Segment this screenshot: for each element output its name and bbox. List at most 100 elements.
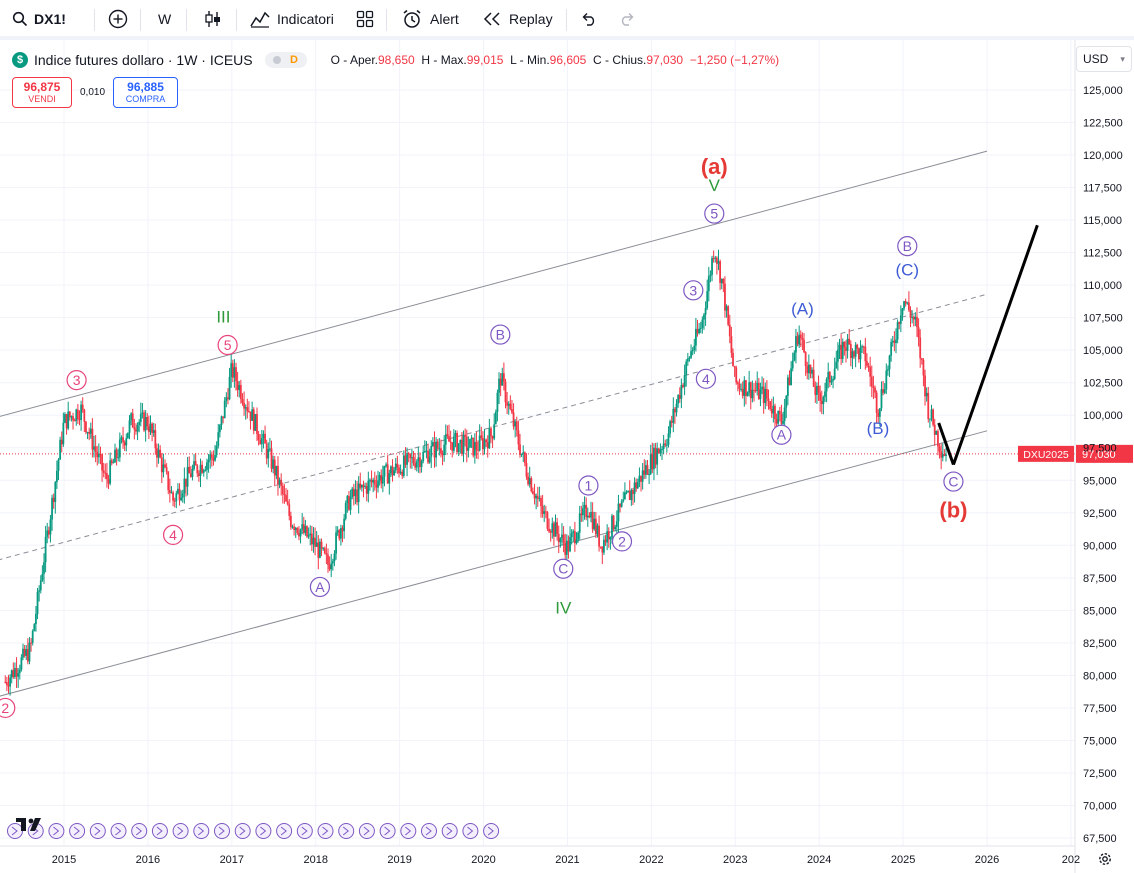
candle-body (861, 346, 864, 348)
price-axis[interactable]: 67,500 70,000 72,500 75,000 77,500 80,000 82,5… (1083, 85, 1123, 845)
wave-circle (217, 334, 238, 356)
buy-button[interactable]: 96,885 COMPRA (113, 77, 179, 108)
candle-body (628, 490, 631, 501)
candle-body (598, 525, 600, 547)
candle-body (499, 378, 502, 386)
event-marker-icon (462, 823, 479, 839)
candle-body (851, 351, 854, 359)
candle-body (30, 642, 32, 644)
candle-body (903, 301, 905, 309)
candle-body (624, 492, 626, 500)
y-tick-label: 95,000 (1083, 475, 1117, 487)
candle-body (444, 434, 447, 445)
open-value: 98,650 (378, 53, 415, 67)
wave-label: (A) (791, 300, 814, 319)
channel-line (0, 430, 988, 697)
candle-body (580, 513, 583, 516)
undo-icon (582, 13, 595, 26)
wave-annotations: 2 3 4 5 III A B C IV 1 2 3 4 5 V(a) (A) A (B) B (C) C (b) (0, 154, 967, 719)
candle-body (557, 533, 560, 543)
candle-body (373, 479, 376, 485)
candle-body (486, 442, 489, 449)
candle-body (357, 483, 360, 503)
y-tick-label: 115,000 (1083, 215, 1122, 227)
candle-body (693, 345, 696, 351)
candle-body (657, 448, 660, 454)
candle-body (690, 351, 692, 358)
candle-body (380, 475, 383, 484)
candle-body (477, 449, 479, 451)
legend-title[interactable]: Indice futures dollaro · 1W · ICEUS (34, 52, 253, 68)
candle-body (422, 451, 425, 462)
candle-body (244, 407, 247, 409)
candle-body (775, 419, 778, 424)
candle-body (670, 421, 673, 423)
candle-body (912, 316, 915, 320)
candle-body (22, 648, 24, 658)
candle-body (70, 416, 73, 418)
time-axis[interactable]: 2015 2016 2017 2018 2019 2020 2021 2022 2023 2024… (52, 854, 1080, 866)
redo-button[interactable] (618, 0, 636, 38)
candle-body (191, 469, 194, 477)
candle-body (49, 519, 52, 535)
event-marker-icon (110, 823, 127, 839)
candle-body (352, 488, 355, 497)
candle-body (404, 455, 407, 465)
candle-body (933, 424, 936, 435)
candle-body (264, 433, 266, 444)
alert-button[interactable]: Alert (402, 0, 459, 38)
y-tick-label: 82,500 (1083, 638, 1117, 650)
event-markers (7, 823, 500, 839)
candle-body (930, 409, 933, 419)
candle-body (825, 379, 828, 392)
interval-button[interactable]: W (158, 0, 171, 38)
candle-body (627, 490, 630, 493)
candle-body (817, 385, 820, 393)
candle-body (136, 424, 139, 432)
bar-style-button[interactable] (204, 0, 222, 38)
event-marker-icon (7, 823, 23, 839)
candle-body (937, 431, 939, 447)
candle-body (762, 386, 765, 404)
candle-body (904, 301, 907, 304)
event-marker-icon (421, 823, 437, 839)
templates-icon (356, 10, 374, 28)
templates-button[interactable] (356, 0, 374, 38)
low-label: L - Min. (510, 53, 550, 67)
candle-body (603, 539, 605, 553)
candle-body (235, 367, 237, 382)
candle-body (401, 471, 404, 476)
candle-body (594, 518, 597, 535)
wave-circle (0, 697, 16, 719)
candle-body (816, 385, 818, 395)
candle-body (367, 480, 370, 494)
wave-label: A (315, 579, 325, 595)
price-chart[interactable]: DXU2025 97,030 2 3 4 5 III A B C IV 1 2 3 4 5 V(a) (A) A (… (0, 40, 1134, 873)
symbol-search[interactable]: DX1! (12, 0, 66, 38)
candle-body (88, 432, 91, 434)
event-arrow-icon (260, 826, 267, 836)
market-status[interactable]: D (264, 52, 307, 68)
undo-button[interactable] (580, 0, 598, 38)
indicators-button[interactable]: Indicatori (250, 0, 334, 38)
candle-body (940, 451, 943, 458)
high-label: H - Max. (421, 53, 467, 67)
candle-body (928, 418, 931, 420)
candle-body (146, 417, 149, 427)
candle-body (120, 437, 123, 440)
candle-body (848, 338, 851, 345)
compare-button[interactable] (108, 0, 128, 38)
replay-button[interactable]: Replay (483, 0, 553, 38)
candle-body (188, 466, 191, 474)
add-symbol-icon (108, 9, 128, 29)
candle-body (281, 486, 284, 494)
candle-body (335, 532, 337, 554)
candle-body (483, 439, 486, 450)
settings-gear-icon[interactable] (1097, 851, 1113, 867)
sell-button[interactable]: 96,875 VENDI (12, 77, 72, 108)
currency-selector[interactable]: USD ▾ (1076, 46, 1132, 72)
candle-body (522, 452, 525, 454)
candle-body (109, 460, 112, 484)
wave-circle (66, 369, 87, 391)
y-tick-label: 77,500 (1083, 703, 1117, 715)
